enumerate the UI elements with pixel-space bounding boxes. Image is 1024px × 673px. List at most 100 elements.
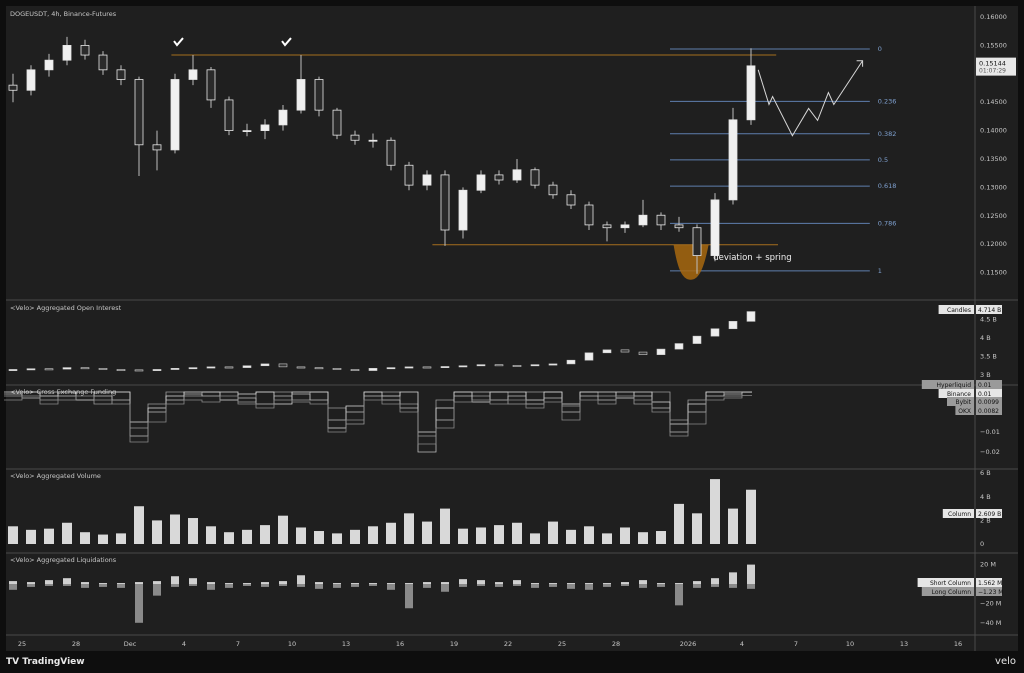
short-liquidation-bar <box>333 583 341 584</box>
volume-bar <box>674 503 684 544</box>
legend-value-bg <box>976 397 1002 406</box>
short-liquidation-bar <box>477 580 485 584</box>
price-tick: 0.11500 <box>980 269 1007 277</box>
brand-label: TradingView <box>22 657 85 667</box>
volume-bar <box>476 527 486 544</box>
volume-bar <box>458 528 468 544</box>
short-liquidation-bar <box>495 582 503 584</box>
panel-tick: −20 M <box>980 599 1001 607</box>
volume-bar <box>422 521 432 544</box>
legend-name-bg <box>921 587 974 596</box>
candle <box>44 59 54 71</box>
panel-tick: −40 M <box>980 619 1001 627</box>
time-tick: 7 <box>794 640 798 648</box>
short-liquidation-bar <box>153 581 161 584</box>
legend-name: Binance <box>947 391 971 398</box>
oi-candle <box>26 368 36 371</box>
long-liquidation-bar <box>711 584 719 587</box>
oi-candle <box>440 366 450 368</box>
long-liquidation-bar <box>441 584 449 592</box>
volume-bar <box>188 518 198 544</box>
volume-bar <box>440 508 450 544</box>
candle <box>422 174 432 186</box>
candle <box>152 144 162 151</box>
oi-candle <box>296 366 306 369</box>
short-liquidation-bar <box>99 583 107 584</box>
time-tick: 16 <box>396 640 404 648</box>
panel-title: <Velo> Aggregated Open Interest <box>10 304 122 312</box>
oi-candle <box>152 369 162 371</box>
candle <box>584 204 594 226</box>
legend-name-bg <box>947 397 974 406</box>
candle <box>476 174 486 191</box>
legend-value: 0.0099 <box>978 399 999 406</box>
volume-bar <box>602 533 612 544</box>
time-tick: 4 <box>182 640 186 648</box>
long-liquidation-bar <box>369 584 377 586</box>
legend-value: −1.23 M <box>978 589 1003 596</box>
last-price-tag <box>976 57 1016 76</box>
countdown-timer: 01:07:29 <box>979 68 1006 75</box>
candle <box>278 109 288 126</box>
oi-candle <box>368 368 378 371</box>
annotation-label: deviation + spring <box>713 253 792 263</box>
fib-level-label: 0.5 <box>878 156 888 164</box>
candle <box>728 119 738 201</box>
panel-tick: −0.02 <box>980 448 1000 456</box>
short-liquidation-bar <box>603 583 611 584</box>
legend-name-bg <box>938 305 974 314</box>
volume-bar <box>332 533 342 544</box>
tradingview-logo-icon: 𝗧𝗩 <box>6 657 23 667</box>
time-tick: 19 <box>450 640 458 648</box>
long-liquidation-bar <box>729 584 737 588</box>
legend-value-bg <box>976 406 1002 415</box>
time-tick: 2026 <box>680 640 697 648</box>
funding-line-binance <box>4 391 752 433</box>
panel-tick: 3 B <box>980 371 991 379</box>
long-liquidation-bar <box>423 584 431 588</box>
volume-bar <box>242 529 252 544</box>
candle <box>206 69 216 101</box>
legend-name: Hyperliquid <box>937 382 972 389</box>
volume-bar <box>278 515 288 544</box>
volume-bar <box>98 534 108 544</box>
legend-value: 0.0082 <box>978 408 999 415</box>
tradingview-logo[interactable]: 𝗧𝗩 TradingView <box>6 657 85 667</box>
long-liquidation-bar <box>747 584 755 589</box>
long-liquidation-bar <box>63 584 71 586</box>
panel-title: <Velo> Aggregated Volume <box>10 472 101 480</box>
time-tick: 28 <box>72 640 80 648</box>
long-liquidation-bar <box>135 584 143 623</box>
long-liquidation-bar <box>621 584 629 586</box>
short-liquidation-bar <box>567 583 575 584</box>
spring-highlight <box>673 244 709 280</box>
legend-value-bg <box>976 380 1002 389</box>
long-liquidation-bar <box>675 584 683 606</box>
short-liquidation-bar <box>369 583 377 584</box>
long-liquidation-bar <box>315 584 323 589</box>
long-liquidation-bar <box>81 584 89 588</box>
symbol-title: DOGEUSDT, 4h, Binance-Futures <box>10 10 117 18</box>
short-liquidation-bar <box>171 576 179 584</box>
candle <box>368 139 378 142</box>
short-liquidation-bar <box>711 578 719 584</box>
price-tick: 0.13000 <box>980 183 1007 191</box>
short-liquidation-bar <box>117 583 125 584</box>
price-tick: 0.13500 <box>980 155 1007 163</box>
volume-bar <box>638 532 648 544</box>
oi-candle <box>404 366 414 369</box>
short-liquidation-bar <box>549 583 557 584</box>
candle <box>242 130 252 133</box>
panel-tick: 2 B <box>980 516 991 524</box>
candle <box>80 45 90 56</box>
panel-tick: 6 B <box>980 469 991 477</box>
short-liquidation-bar <box>459 579 467 584</box>
oi-candle <box>386 367 396 370</box>
oi-candle <box>656 348 666 355</box>
short-liquidation-bar <box>243 583 251 584</box>
time-tick: 7 <box>236 640 240 648</box>
legend-value-bg <box>976 389 1002 398</box>
oi-candle <box>602 349 612 354</box>
funding-line-hyperliquid <box>4 391 752 437</box>
